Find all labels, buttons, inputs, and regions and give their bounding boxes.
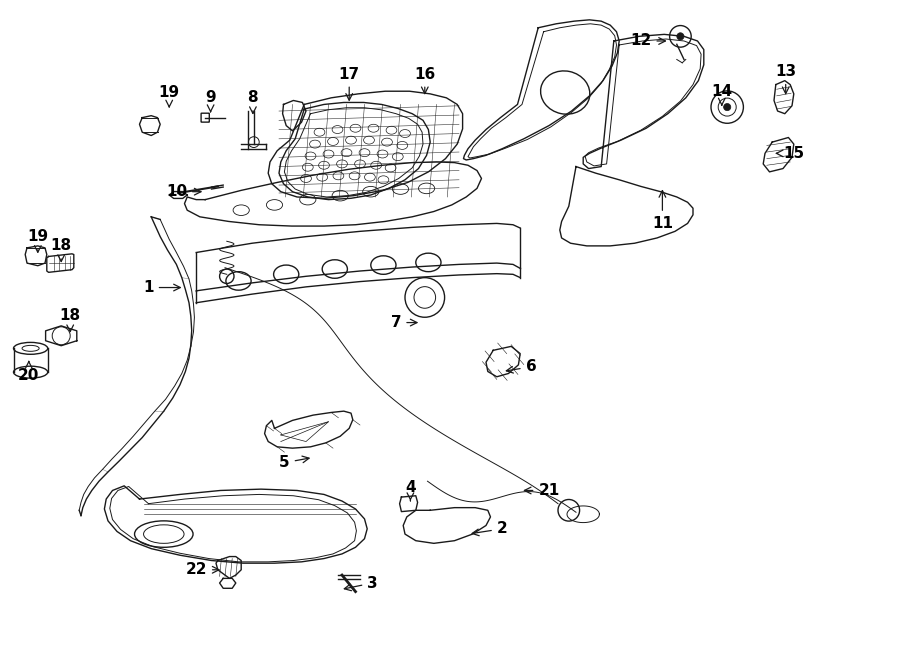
Text: 8: 8 bbox=[248, 91, 258, 114]
Text: 22: 22 bbox=[185, 563, 219, 577]
Text: 2: 2 bbox=[472, 522, 508, 536]
Text: 13: 13 bbox=[775, 64, 796, 94]
Text: 12: 12 bbox=[630, 34, 665, 48]
Text: 14: 14 bbox=[711, 84, 733, 105]
Text: 5: 5 bbox=[279, 455, 309, 470]
Circle shape bbox=[677, 33, 684, 40]
Text: 20: 20 bbox=[18, 362, 40, 383]
Text: 7: 7 bbox=[391, 315, 417, 330]
Text: 21: 21 bbox=[525, 483, 560, 498]
Text: 15: 15 bbox=[777, 146, 805, 161]
Text: 9: 9 bbox=[205, 91, 216, 112]
Text: 11: 11 bbox=[652, 190, 673, 231]
Circle shape bbox=[724, 104, 731, 110]
Text: 17: 17 bbox=[338, 67, 360, 100]
Text: 3: 3 bbox=[345, 576, 378, 591]
Text: 19: 19 bbox=[27, 229, 49, 253]
Text: 18: 18 bbox=[50, 239, 72, 262]
Text: 16: 16 bbox=[414, 67, 436, 94]
Text: 1: 1 bbox=[143, 280, 180, 295]
Text: 6: 6 bbox=[507, 360, 536, 374]
Text: 4: 4 bbox=[405, 481, 416, 501]
Text: 10: 10 bbox=[166, 184, 201, 199]
Text: 18: 18 bbox=[59, 309, 81, 332]
Text: 19: 19 bbox=[158, 85, 180, 107]
